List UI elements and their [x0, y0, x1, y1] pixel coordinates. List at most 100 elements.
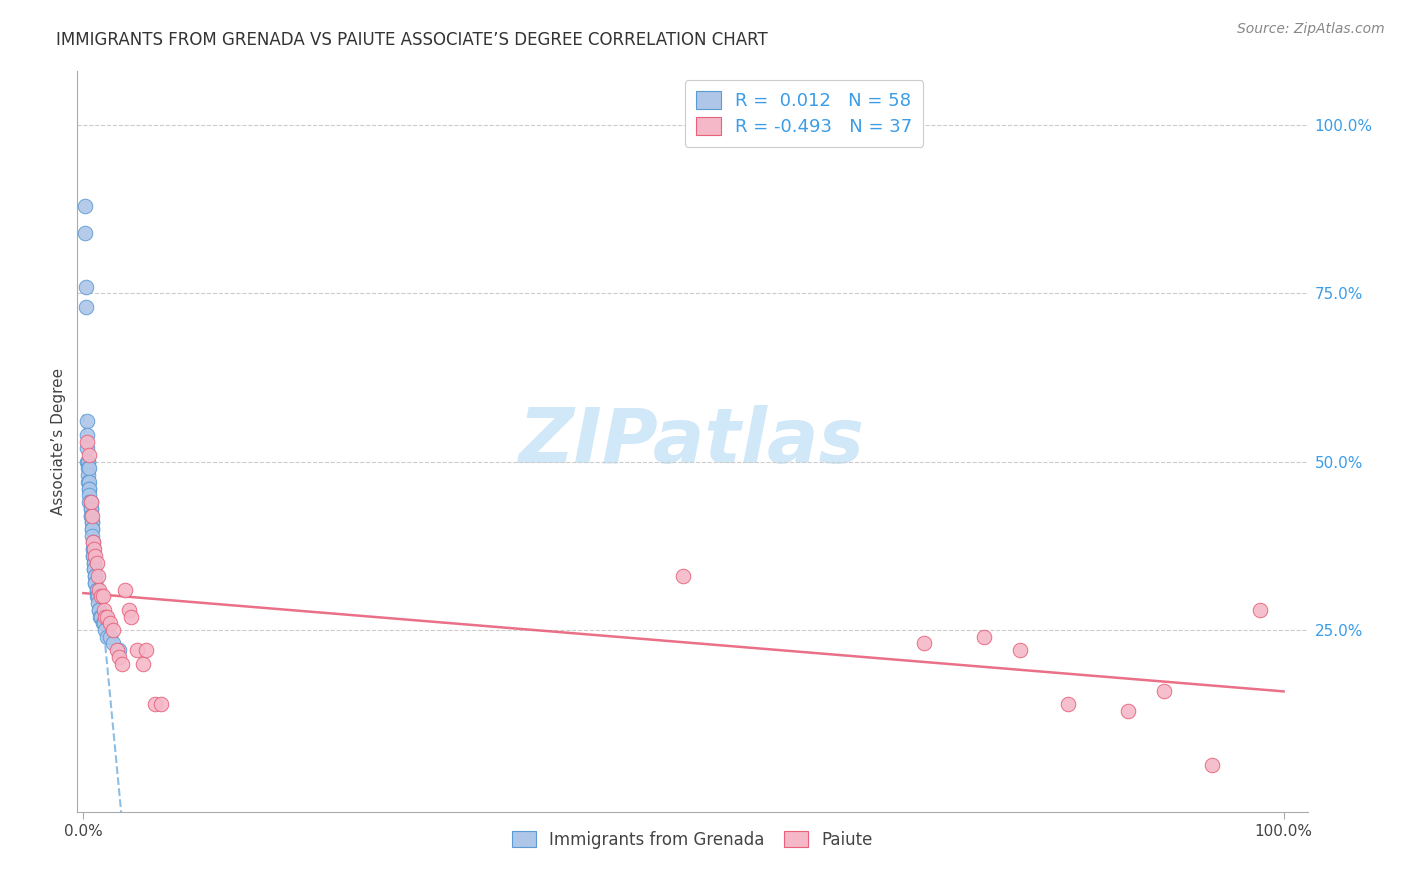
Point — [89, 609, 111, 624]
Point — [79, 448, 101, 462]
Point — [135, 643, 157, 657]
Point — [83, 542, 105, 557]
Point — [79, 508, 101, 523]
Point — [82, 535, 104, 549]
Point — [80, 529, 103, 543]
Point — [96, 630, 118, 644]
Legend: Immigrants from Grenada, Paiute: Immigrants from Grenada, Paiute — [506, 824, 879, 855]
Point — [83, 562, 105, 576]
Point — [87, 582, 110, 597]
Point — [80, 516, 103, 530]
Point — [76, 414, 98, 428]
Point — [77, 455, 100, 469]
Point — [82, 535, 104, 549]
Point — [90, 609, 112, 624]
Point — [79, 495, 101, 509]
Point — [143, 697, 166, 711]
Point — [120, 609, 142, 624]
Point — [1249, 603, 1271, 617]
Point — [83, 562, 105, 576]
Text: Source: ZipAtlas.com: Source: ZipAtlas.com — [1237, 22, 1385, 37]
Point — [87, 590, 110, 604]
Point — [672, 569, 695, 583]
Point — [84, 575, 107, 590]
Point — [77, 461, 100, 475]
Point — [73, 226, 96, 240]
Point — [86, 582, 108, 597]
Point — [83, 556, 105, 570]
Y-axis label: Associate’s Degree: Associate’s Degree — [51, 368, 66, 515]
Point — [76, 455, 98, 469]
Point — [87, 596, 110, 610]
Point — [79, 495, 101, 509]
Point — [90, 590, 112, 604]
Point — [1201, 757, 1223, 772]
Point — [94, 623, 117, 637]
Point — [87, 603, 110, 617]
Point — [76, 442, 98, 456]
Point — [111, 657, 134, 671]
Point — [114, 582, 136, 597]
Point — [82, 549, 104, 563]
Point — [77, 455, 100, 469]
Point — [96, 609, 118, 624]
Point — [86, 582, 108, 597]
Point — [91, 616, 114, 631]
Point — [108, 643, 131, 657]
Point — [79, 482, 101, 496]
Point — [108, 649, 131, 664]
Point — [84, 569, 107, 583]
Point — [79, 461, 101, 475]
Point — [77, 468, 100, 483]
Text: IMMIGRANTS FROM GRENADA VS PAIUTE ASSOCIATE’S DEGREE CORRELATION CHART: IMMIGRANTS FROM GRENADA VS PAIUTE ASSOCI… — [56, 31, 768, 49]
Point — [82, 542, 104, 557]
Point — [84, 569, 107, 583]
Point — [84, 575, 107, 590]
Point — [80, 522, 103, 536]
Point — [80, 516, 103, 530]
Point — [87, 569, 110, 583]
Point — [79, 482, 101, 496]
Point — [93, 603, 115, 617]
Point — [118, 603, 141, 617]
Text: ZIPatlas: ZIPatlas — [519, 405, 866, 478]
Point — [912, 636, 935, 650]
Point — [80, 522, 103, 536]
Point — [73, 199, 96, 213]
Point — [1153, 683, 1175, 698]
Point — [80, 508, 103, 523]
Point — [973, 630, 995, 644]
Point — [103, 636, 125, 650]
Point — [77, 475, 100, 489]
Point — [93, 616, 115, 631]
Point — [132, 657, 155, 671]
Point — [103, 623, 125, 637]
Point — [79, 508, 101, 523]
Point — [1116, 704, 1139, 718]
Point — [76, 434, 98, 449]
Point — [86, 556, 108, 570]
Point — [75, 279, 97, 293]
Point — [79, 475, 101, 489]
Point — [98, 630, 121, 644]
Point — [83, 556, 105, 570]
Point — [1056, 697, 1078, 711]
Point — [84, 549, 107, 563]
Point — [79, 495, 101, 509]
Point — [75, 300, 97, 314]
Point — [87, 603, 110, 617]
Point — [1008, 643, 1031, 657]
Point — [150, 697, 173, 711]
Point — [94, 609, 117, 624]
Point — [79, 501, 101, 516]
Point — [82, 549, 104, 563]
Point — [86, 590, 108, 604]
Point — [79, 488, 101, 502]
Point — [82, 542, 104, 557]
Point — [127, 643, 149, 657]
Point — [105, 643, 128, 657]
Point — [79, 501, 101, 516]
Point — [76, 427, 98, 442]
Point — [91, 590, 114, 604]
Point — [98, 616, 121, 631]
